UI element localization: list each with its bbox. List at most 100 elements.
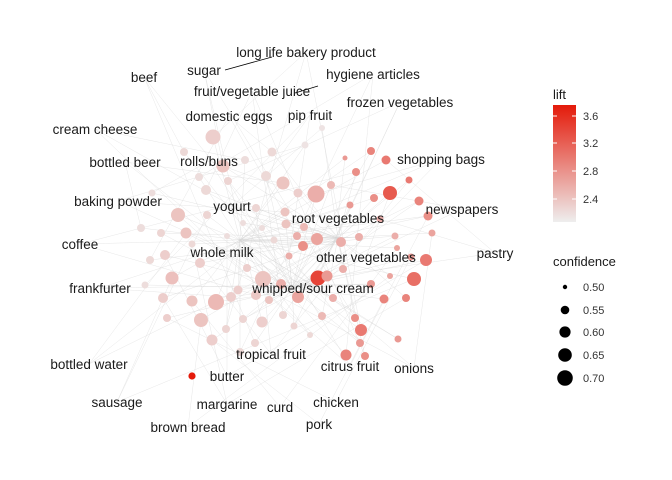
item-label-brown-bread: brown bread (150, 420, 225, 435)
rule-node (414, 196, 424, 206)
item-label-rolls-buns: rolls/buns (180, 154, 238, 169)
rule-edge (143, 76, 185, 153)
rule-node (239, 315, 247, 323)
rule-node (265, 296, 273, 304)
rule-edge (94, 128, 304, 247)
rule-node (407, 272, 421, 286)
rule-edge (144, 114, 311, 286)
item-label-whipped-sour-cream: whipped/sour cream (251, 281, 374, 296)
rule-edge (316, 208, 463, 240)
rule-node (256, 316, 268, 328)
rule-edge (318, 298, 385, 425)
rule-edge (239, 239, 342, 243)
rule-node (233, 285, 243, 295)
rule-node (355, 233, 363, 241)
item-label-frankfurter: frankfurter (69, 281, 131, 296)
rule-node (379, 294, 389, 304)
rule-node (188, 240, 196, 248)
rule-edge (230, 287, 293, 298)
rule-node (252, 204, 260, 212)
rule-edge (342, 256, 367, 270)
rule-edge (261, 237, 339, 323)
rule-node (208, 294, 224, 310)
rule-edge (117, 200, 334, 299)
rule-edge (261, 227, 293, 289)
rule-edge (231, 205, 323, 317)
rule-edge (198, 73, 374, 178)
rule-edge (337, 237, 407, 299)
rule-node (329, 294, 337, 302)
rule-node (137, 224, 145, 232)
item-label-cream-cheese: cream cheese (53, 122, 138, 137)
rule-node (319, 125, 325, 131)
confidence-tick: 0.65 (583, 350, 604, 362)
rule-edge (151, 160, 210, 194)
rule-node (300, 223, 308, 231)
rule-edge (187, 275, 391, 428)
rule-edge (222, 165, 339, 239)
rule-edge (312, 287, 399, 340)
rule-edge (337, 237, 366, 357)
rule-edge (330, 184, 463, 210)
rule-edge (177, 214, 351, 367)
rule-edge (315, 158, 442, 195)
rule-edge (206, 214, 241, 241)
rule-edge (288, 114, 311, 257)
rule-edge (273, 239, 351, 367)
item-label-pastry: pastry (477, 246, 514, 261)
rule-node (222, 325, 230, 333)
rule-node (394, 335, 402, 343)
rule-edge (239, 239, 304, 247)
item-label-bottled-water: bottled water (50, 357, 128, 372)
rule-edge (143, 76, 256, 344)
rule-edge (88, 232, 187, 365)
rule-edge (124, 161, 284, 184)
rule-node (361, 352, 369, 360)
item-label-curd: curd (267, 400, 293, 415)
rule-edge (124, 161, 142, 229)
rule-node (201, 185, 211, 195)
rule-node (158, 293, 168, 303)
item-label-pip-fruit: pip fruit (288, 108, 333, 123)
rule-node (194, 313, 208, 327)
rule-edge (297, 192, 339, 239)
rule-node (276, 279, 286, 289)
rule-node (340, 349, 352, 361)
rule-edge (171, 239, 241, 279)
rule-edge (251, 90, 366, 357)
item-label-other-vegetables: other vegetables (316, 250, 416, 265)
rule-edge (199, 262, 272, 355)
item-label-shopping-bags: shopping bags (397, 152, 485, 167)
rule-edge (337, 192, 391, 239)
item-label-hygiene-articles: hygiene articles (326, 67, 420, 82)
rule-edge (160, 232, 415, 369)
rule-node (180, 227, 192, 239)
rule-node (157, 229, 165, 237)
rule-node (163, 314, 171, 322)
rule-edge (345, 73, 374, 356)
label-leader-line (294, 85, 319, 94)
rule-node (318, 312, 326, 320)
rule-node (405, 176, 413, 184)
rule-edge (211, 339, 320, 425)
rule-node (293, 232, 301, 240)
rule-edge (205, 90, 253, 191)
rule-edge (337, 157, 346, 219)
rule-node (165, 271, 179, 285)
rule-edge (285, 158, 442, 225)
graph-edges (79, 51, 496, 428)
rule-edge (326, 158, 442, 277)
rule-edge (208, 160, 299, 298)
rule-node (355, 324, 367, 336)
rule-edge (271, 151, 339, 239)
rule-edge (242, 237, 339, 320)
rule-node (356, 339, 364, 347)
rule-edge (379, 218, 496, 254)
rule-edge (225, 239, 241, 330)
confidence-tick: 0.55 (583, 305, 604, 317)
rule-edge (337, 179, 410, 239)
item-label-onions: onions (394, 361, 434, 376)
rule-edge (291, 193, 317, 289)
rule-edge (228, 115, 273, 153)
